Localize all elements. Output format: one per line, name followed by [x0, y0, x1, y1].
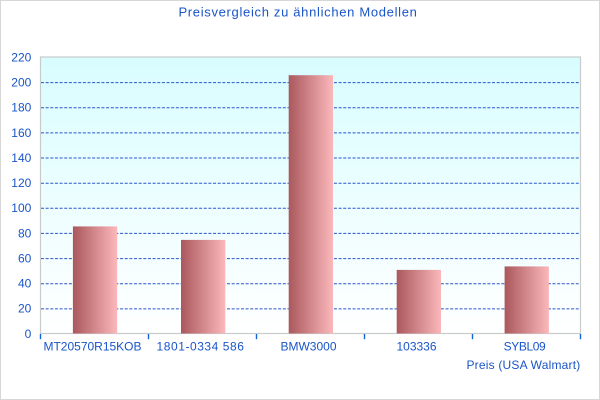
svg-text:160: 160: [11, 126, 31, 140]
svg-text:60: 60: [18, 251, 32, 265]
svg-text:103336: 103336: [396, 340, 436, 354]
svg-text:BMW3000: BMW3000: [280, 340, 336, 354]
svg-text:40: 40: [18, 277, 32, 291]
svg-text:100: 100: [11, 201, 31, 215]
svg-text:120: 120: [11, 176, 31, 190]
svg-text:SYBL09: SYBL09: [504, 340, 546, 354]
svg-text:80: 80: [18, 226, 32, 240]
svg-text:MT20570R15KOB: MT20570R15KOB: [43, 340, 141, 354]
svg-text:220: 220: [11, 50, 31, 64]
svg-text:1801-0334 586: 1801-0334 586: [157, 340, 245, 354]
svg-text:20: 20: [18, 302, 32, 316]
svg-text:180: 180: [11, 101, 31, 115]
svg-text:Preisvergleich zu ähnlichen Mo: Preisvergleich zu ähnlichen Modellen: [178, 4, 417, 19]
svg-text:Preis (USA Walmart): Preis (USA Walmart): [466, 358, 580, 372]
svg-text:200: 200: [11, 76, 31, 90]
svg-text:0: 0: [25, 327, 32, 341]
svg-text:140: 140: [11, 151, 31, 165]
